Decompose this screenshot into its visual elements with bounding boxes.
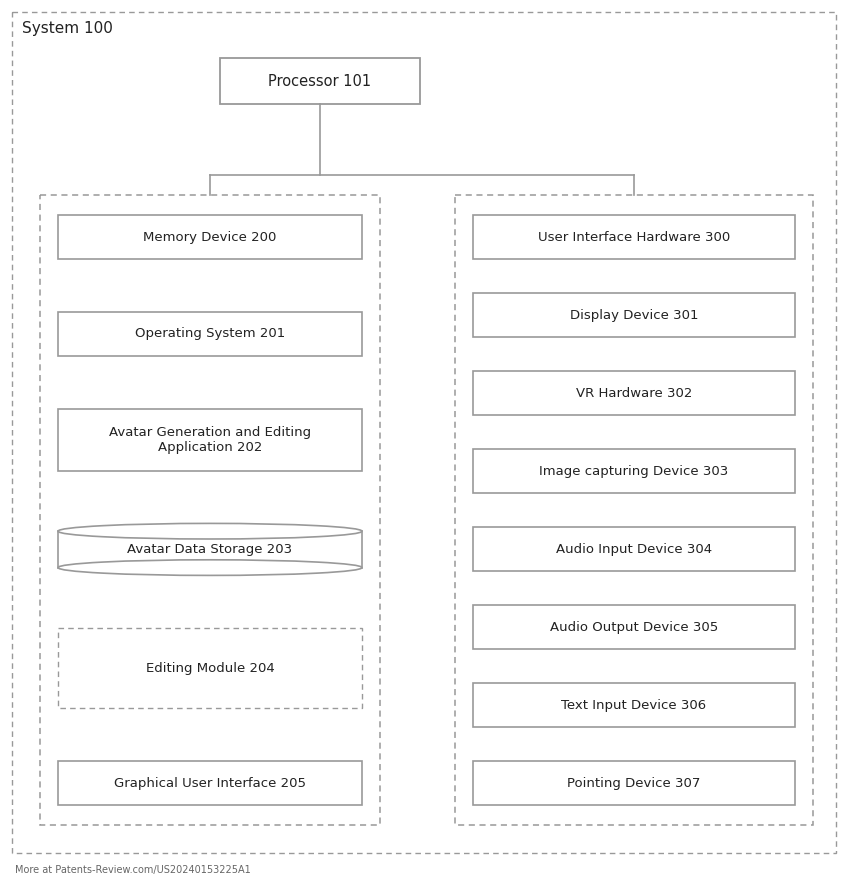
Bar bbox=[473, 527, 795, 571]
Text: Processor 101: Processor 101 bbox=[269, 74, 371, 89]
Bar bbox=[58, 531, 362, 567]
Text: System 100: System 100 bbox=[22, 20, 113, 36]
Ellipse shape bbox=[58, 559, 362, 575]
Bar bbox=[473, 761, 795, 805]
Bar bbox=[473, 605, 795, 649]
Text: Operating System 201: Operating System 201 bbox=[135, 328, 285, 340]
Bar bbox=[473, 215, 795, 259]
Text: User Interface Hardware 300: User Interface Hardware 300 bbox=[538, 231, 730, 243]
Text: More at Patents-Review.com/US20240153225A1: More at Patents-Review.com/US20240153225… bbox=[15, 865, 251, 875]
Bar bbox=[473, 683, 795, 727]
Bar bbox=[473, 371, 795, 415]
Bar bbox=[473, 293, 795, 337]
Text: Editing Module 204: Editing Module 204 bbox=[146, 662, 275, 675]
Text: Avatar Data Storage 203: Avatar Data Storage 203 bbox=[127, 543, 293, 556]
Bar bbox=[455, 195, 813, 825]
Text: VR Hardware 302: VR Hardware 302 bbox=[576, 386, 692, 400]
Text: Audio Output Device 305: Audio Output Device 305 bbox=[550, 621, 718, 633]
Text: Pointing Device 307: Pointing Device 307 bbox=[567, 776, 700, 789]
Text: Display Device 301: Display Device 301 bbox=[570, 308, 698, 321]
Bar bbox=[40, 195, 380, 825]
Bar bbox=[58, 761, 362, 805]
Text: Memory Device 200: Memory Device 200 bbox=[143, 231, 276, 243]
Bar bbox=[58, 312, 362, 356]
Bar bbox=[58, 408, 362, 471]
Text: Image capturing Device 303: Image capturing Device 303 bbox=[539, 464, 728, 478]
Text: Text Input Device 306: Text Input Device 306 bbox=[561, 699, 706, 711]
Bar bbox=[473, 449, 795, 493]
Text: Graphical User Interface 205: Graphical User Interface 205 bbox=[114, 776, 306, 789]
Bar bbox=[58, 628, 362, 709]
Ellipse shape bbox=[58, 523, 362, 539]
Bar bbox=[58, 215, 362, 259]
Bar bbox=[220, 58, 420, 104]
Text: Audio Input Device 304: Audio Input Device 304 bbox=[556, 543, 712, 556]
Text: Avatar Generation and Editing
Application 202: Avatar Generation and Editing Applicatio… bbox=[109, 425, 311, 454]
